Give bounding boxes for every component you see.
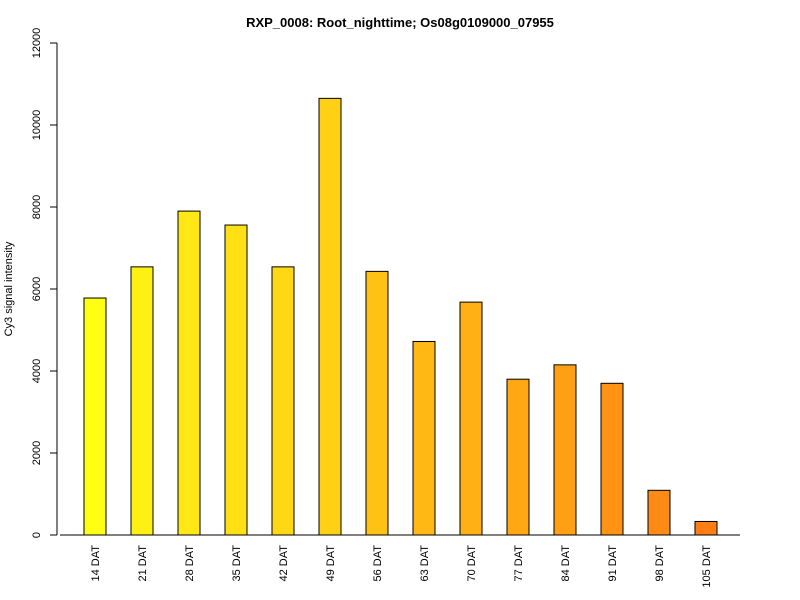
y-tick-label: 0 — [31, 532, 43, 538]
x-tick-label: 63 DAT — [419, 545, 431, 582]
x-tick-label: 98 DAT — [654, 545, 666, 582]
bar-35-dat — [224, 224, 248, 536]
x-tick-label: 35 DAT — [231, 545, 243, 582]
y-tick-label: 4000 — [31, 359, 43, 383]
bar-63-dat — [412, 340, 436, 536]
x-tick-label: 70 DAT — [466, 545, 478, 582]
y-tick-label: 8000 — [31, 195, 43, 219]
bar-49-dat — [318, 97, 342, 536]
bar-21-dat — [130, 266, 154, 536]
bar-91-dat — [600, 382, 624, 536]
bar-14-dat — [83, 297, 107, 536]
bar-105-dat — [694, 520, 718, 536]
x-tick-label: 56 DAT — [372, 545, 384, 582]
x-tick-label: 105 DAT — [701, 545, 713, 588]
x-tick-label: 49 DAT — [325, 545, 337, 582]
bar-56-dat — [365, 270, 389, 536]
y-tick-label: 6000 — [31, 277, 43, 301]
x-tick-label: 91 DAT — [607, 545, 619, 582]
bar-98-dat — [647, 489, 671, 536]
x-axis: 14 DAT 21 DAT 28 DAT 35 DAT 42 DAT 49 DAT 56 D… — [60, 534, 740, 588]
x-tick-label: 21 DAT — [137, 545, 149, 582]
x-tick-label: 77 DAT — [513, 545, 525, 582]
x-tick-label: 42 DAT — [278, 545, 290, 582]
bar-42-dat — [271, 266, 295, 536]
y-axis-label: Cy3 signal intensity — [3, 241, 15, 336]
bar-70-dat — [459, 301, 483, 536]
bars — [83, 97, 718, 536]
y-axis: 0 2000 4000 6000 8000 10000 12000 — [31, 28, 58, 538]
bar-28-dat — [177, 210, 201, 536]
x-tick-label: 14 DAT — [90, 545, 102, 582]
bar-77-dat — [506, 378, 530, 536]
y-tick-label: 12000 — [31, 28, 43, 59]
bar-84-dat — [553, 364, 577, 536]
x-tick-label: 28 DAT — [184, 545, 196, 582]
y-tick-label: 10000 — [31, 110, 43, 141]
chart-title: RXP_0008: Root_nighttime; Os08g0109000_0… — [246, 15, 554, 30]
x-tick-label: 84 DAT — [560, 545, 572, 582]
y-tick-label: 2000 — [31, 441, 43, 465]
